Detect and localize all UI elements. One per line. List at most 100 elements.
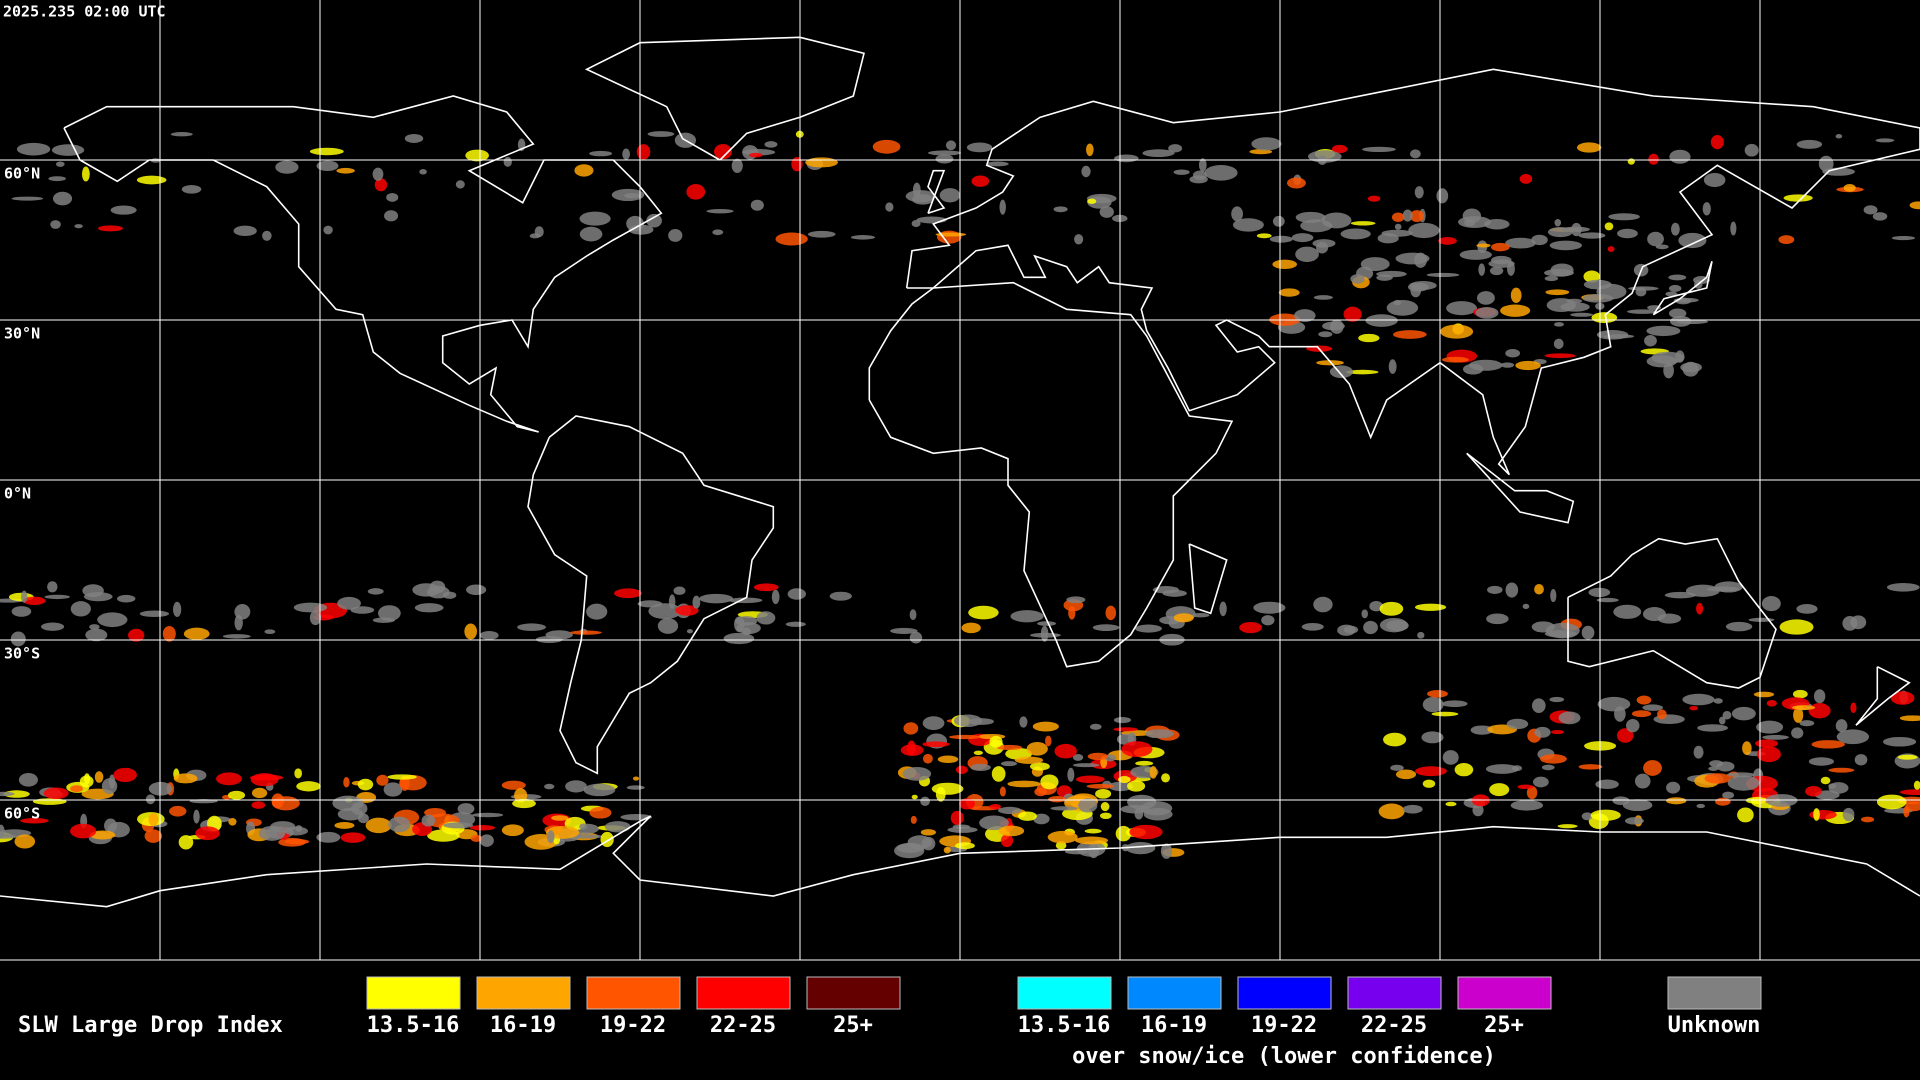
cloud-patch [902,766,932,781]
cloud-patch [1048,796,1067,803]
cloud-patch [1612,796,1630,805]
cloud-patch [1409,210,1424,223]
cloud-patch [529,233,541,239]
cloud-patch [1588,587,1611,598]
legend-label: 25+ [833,1013,873,1038]
cloud-patch [600,831,614,848]
cloud-patch [1510,287,1522,303]
cloud-patch [386,193,399,202]
cloud-patch [1251,137,1282,151]
cloud-patch [173,773,198,784]
cloud-patch [1402,804,1423,814]
cloud-patch [723,632,755,645]
cloud-patch [1427,689,1448,698]
cloud-patch [316,160,339,172]
cloud-patch [1343,306,1362,322]
cloud-patch [414,603,444,613]
cloud-patch [1489,266,1504,276]
cloud-patch [1517,784,1534,789]
cloud-patch [1876,794,1907,810]
cloud-patch [44,594,70,600]
cloud-patch [1678,232,1707,249]
cloud-patch [1554,322,1564,327]
cloud-patch [1708,766,1719,771]
cloud-patch [922,753,933,764]
cloud-patch [1105,605,1117,621]
cloud-patch [1571,222,1582,237]
cloud-patch [1532,776,1549,788]
cloud-patch [706,208,734,214]
cloud-patch [1078,798,1098,813]
cloud-patch [1627,309,1658,314]
cloud-patch [920,829,936,836]
cloud-patch [1114,154,1139,163]
cloud-patch [1702,202,1711,216]
cloud-patch [1578,764,1603,770]
cloud-patch [1713,698,1723,704]
cloud-patch [1886,583,1920,592]
cloud-patch [1489,783,1510,797]
cloud-patch [251,787,268,799]
cloud-patch [1808,703,1831,719]
cloud-patch [1753,691,1775,698]
cloud-patch [22,596,46,605]
cloud-patch [668,228,683,242]
cloud-patch [1766,699,1777,707]
cloud-patch [1064,849,1089,855]
cloud-patch [1142,149,1175,158]
cloud-patch [589,806,612,819]
cloud-patch [753,583,779,592]
cloud-patch [1697,724,1729,732]
cloud-patch [968,605,999,620]
cloud-patch [162,625,176,642]
cloud-patch [1491,255,1512,265]
cloud-patch [387,774,417,780]
cloud-patch [1204,164,1238,181]
cloud-patch [1394,223,1402,230]
legend-label: 25+ [1484,1013,1524,1038]
cloud-patch [316,831,341,843]
cloud-patch [1066,596,1086,604]
cloud-patch [807,230,836,238]
cloud-patch [1534,583,1544,595]
cloud-patch [1340,228,1371,240]
cloud-patch [43,787,69,800]
cloud-patch [731,158,743,173]
legend-swatch [1017,976,1112,1010]
cloud-patch [1617,228,1638,239]
cloud-patch [503,156,512,167]
cloud-patch [947,826,978,833]
cloud-patch [367,588,384,595]
cloud-patch [647,131,675,137]
cloud-patch [1644,335,1657,347]
cloud-patch [589,150,613,157]
cloud-patch [1414,186,1424,199]
cloud-patch [172,601,182,617]
cloud-patch [999,199,1006,215]
cloud-patch [1040,625,1049,642]
cloud-patch [1033,813,1050,825]
cloud-patch [1622,799,1653,812]
cloud-patch [986,161,1009,167]
cloud-patch [785,621,806,627]
cloud-patch [604,821,631,833]
cloud-patch [1596,283,1627,300]
cloud-patch [337,807,364,821]
cloud-patch [885,202,894,212]
cloud-patch [1100,801,1110,812]
cloud-patch [1239,621,1262,634]
cloud-patch [939,188,961,203]
cloud-patch [1761,596,1781,612]
cloud-patch [1725,621,1753,632]
cloud-patch [443,822,474,829]
cloud-patch [1547,227,1573,238]
cloud-patch [943,846,951,854]
cloud-patch [1134,624,1162,633]
cloud-patch [1108,781,1134,792]
cloud-patch [1693,745,1704,759]
cloud-patch [1088,842,1100,859]
cloud-patch [21,590,28,603]
cloud-field [0,130,1920,859]
cloud-patch [18,772,38,787]
cloud-patch [628,224,654,235]
